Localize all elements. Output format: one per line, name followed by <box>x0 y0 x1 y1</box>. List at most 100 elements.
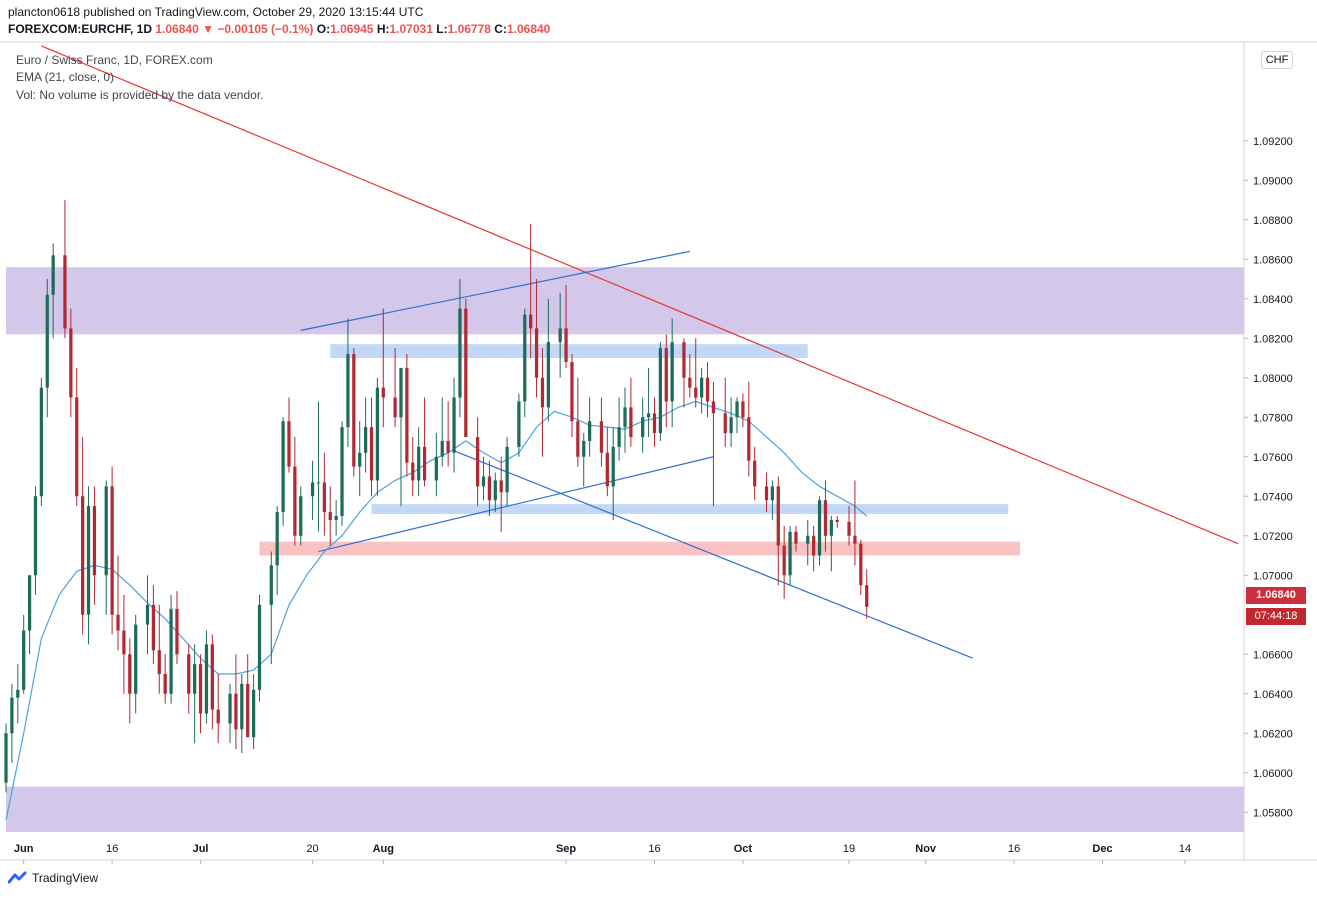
y-tick-label-3: 1.08600 <box>1253 254 1293 266</box>
candle-body-18 <box>122 630 126 655</box>
candle-body-100 <box>682 342 686 378</box>
ema-legend[interactable]: EMA (21, close, 0) <box>16 70 115 84</box>
candle-body-44 <box>299 496 303 536</box>
candle-body-31 <box>210 644 214 710</box>
candle-body-118 <box>806 535 810 544</box>
publish-date: published on TradingView.com, October 29… <box>83 5 424 19</box>
candle-body-47 <box>322 482 326 513</box>
y-tick-label-12: 1.06600 <box>1253 649 1293 661</box>
candle-body-17 <box>116 614 120 631</box>
candle-body-93 <box>629 407 633 437</box>
candle-body-86 <box>582 440 586 457</box>
trendline-blue-3 <box>453 450 974 659</box>
candle-body-5 <box>33 496 38 576</box>
high-value: 1.07031 <box>389 22 433 36</box>
candle-body-30 <box>204 644 209 714</box>
candle-body-12 <box>81 496 85 615</box>
candle-body-54 <box>363 427 368 453</box>
ohlc-header: FOREXCOM:EURCHF, 1D 1.06840 ▼ −0.00105 (… <box>8 22 550 36</box>
open-label: O: <box>316 22 331 36</box>
candle-body-108 <box>735 401 739 418</box>
volume-legend[interactable]: Vol: No volume is provided by the data v… <box>16 88 264 102</box>
candle-body-98 <box>664 348 668 402</box>
candle-body-33 <box>228 693 232 724</box>
candle-body-65 <box>440 440 444 457</box>
trendline-blue-2 <box>318 456 714 553</box>
candle-body-68 <box>458 308 462 398</box>
publish-info: plancton0618 published on TradingView.co… <box>8 5 423 19</box>
candle-body-24 <box>163 674 167 694</box>
author-name[interactable]: plancton0618 <box>8 5 81 19</box>
candle-body-15 <box>104 486 108 576</box>
candle-body-88 <box>599 421 604 453</box>
x-tick-label-3: 20 <box>306 843 318 855</box>
candle-body-51 <box>346 354 350 428</box>
candle-body-4 <box>27 575 32 631</box>
candle-body-78 <box>529 314 533 329</box>
price-change: −0.00105 (−0.1%) <box>217 22 314 36</box>
x-tick-label-7: Oct <box>734 843 753 855</box>
candle-body-77 <box>523 314 527 402</box>
zone-blue-3 <box>371 504 1009 515</box>
candle-body-85 <box>576 421 580 457</box>
candle-body-26 <box>175 608 179 655</box>
candle-body-36 <box>246 683 250 738</box>
zone-purple-0 <box>6 267 1244 335</box>
candle-body-76 <box>517 401 521 447</box>
x-tick-label-4: Aug <box>373 843 394 855</box>
y-tick-label-5: 1.08200 <box>1253 333 1293 345</box>
candle-body-102 <box>694 387 698 398</box>
close-value: 1.06840 <box>506 22 551 36</box>
candle-body-38 <box>257 604 262 690</box>
down-arrow-icon: ▼ <box>202 22 214 36</box>
candle-body-90 <box>611 446 615 487</box>
candle-body-11 <box>75 397 79 497</box>
price-badge: 1.06840 <box>1246 587 1306 604</box>
candle-body-92 <box>623 407 627 428</box>
candle-body-48 <box>328 512 332 520</box>
candle-body-28 <box>193 664 197 694</box>
candle-body-94 <box>641 417 645 437</box>
candle-body-126 <box>859 543 863 586</box>
x-tick-label-9: Nov <box>915 843 937 855</box>
candle-body-16 <box>110 486 114 615</box>
candle-body-119 <box>812 535 816 556</box>
x-tick-label-8: 19 <box>843 843 855 855</box>
candle-body-103 <box>700 377 704 398</box>
candle-body-19 <box>128 654 132 694</box>
candle-body-124 <box>847 521 851 536</box>
candle-body-8 <box>51 255 55 295</box>
tradingview-footer[interactable]: TradingView <box>8 871 98 885</box>
y-tick-label-8: 1.07600 <box>1253 452 1293 464</box>
candle-body-39 <box>269 565 273 605</box>
close-label: C: <box>494 22 507 36</box>
candle-body-20 <box>134 624 138 694</box>
x-tick-label-0: Jun <box>14 843 34 855</box>
candle-body-115 <box>782 545 786 576</box>
zone-red-4 <box>259 541 1020 556</box>
candle-body-21 <box>145 604 150 625</box>
candle-body-25 <box>169 608 173 694</box>
candle-body-113 <box>770 486 775 501</box>
candle-body-111 <box>753 460 757 487</box>
currency-badge[interactable]: CHF <box>1261 51 1293 69</box>
candle-body-32 <box>216 709 220 724</box>
series-title[interactable]: Euro / Swiss Franc, 1D, FOREX.com <box>16 53 213 67</box>
brand-label: TradingView <box>32 871 99 885</box>
candle-body-106 <box>723 413 727 434</box>
candle-body-37 <box>251 689 256 738</box>
candle-body-49 <box>334 516 338 520</box>
candle-body-60 <box>405 367 409 463</box>
candle-body-66 <box>446 440 450 453</box>
candle-body-95 <box>646 413 651 418</box>
candle-body-73 <box>493 480 497 501</box>
candle-body-42 <box>287 421 291 467</box>
candle-body-56 <box>375 387 380 481</box>
candle-body-109 <box>741 401 745 418</box>
candle-body-62 <box>417 446 421 481</box>
y-tick-label-6: 1.08000 <box>1253 373 1293 385</box>
candle-body-59 <box>399 367 403 418</box>
candle-body-63 <box>422 446 427 481</box>
y-tick-label-0: 1.09200 <box>1253 136 1293 148</box>
